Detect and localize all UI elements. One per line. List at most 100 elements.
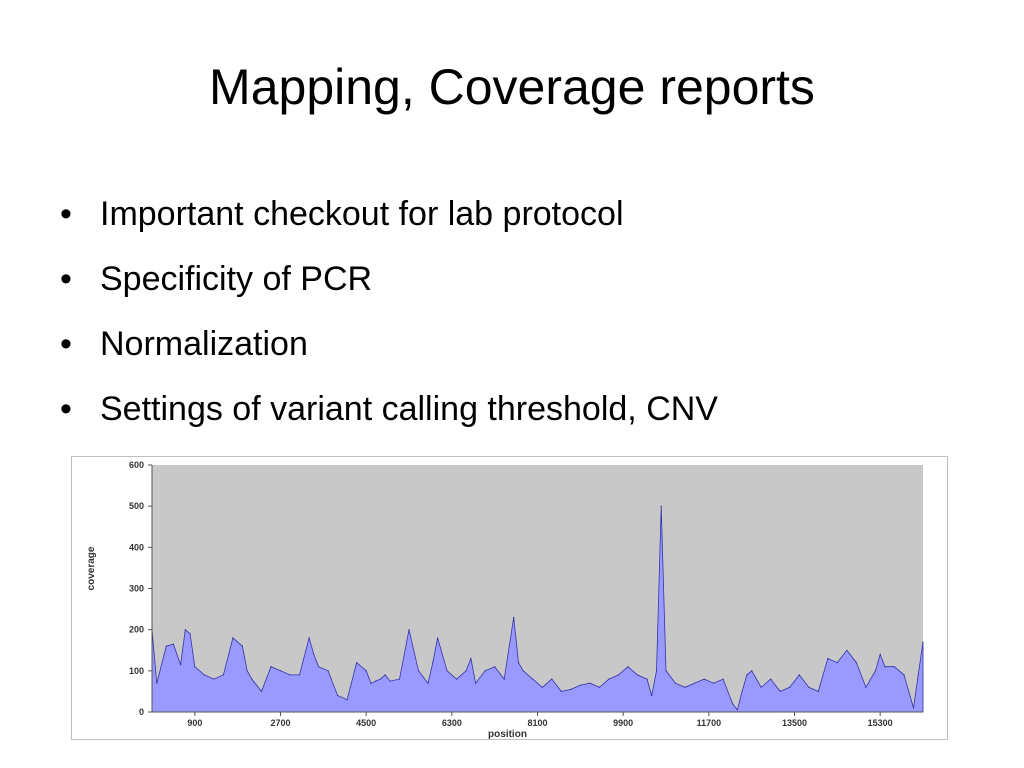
coverage-point: [365, 670, 367, 672]
coverage-point: [627, 666, 629, 668]
coverage-point: [337, 694, 339, 697]
coverage-point: [260, 690, 263, 692]
coverage-point: [665, 670, 667, 672]
x-tick-label: 11700: [697, 718, 722, 728]
y-tick-label: 0: [139, 707, 144, 717]
coverage-point: [836, 662, 838, 664]
coverage-point: [789, 686, 791, 688]
bullet-item: • Important checkout for lab protocol: [60, 190, 718, 255]
coverage-point: [470, 657, 472, 660]
coverage-point: [246, 670, 248, 672]
coverage-point: [503, 678, 505, 680]
bullet-text: Normalization: [100, 325, 308, 363]
coverage-point: [370, 682, 372, 684]
coverage-point: [646, 678, 648, 680]
coverage-point: [903, 674, 905, 676]
coverage-point: [560, 690, 562, 692]
coverage-point: [379, 678, 381, 680]
x-tick-label: 4500: [356, 718, 376, 728]
bullet-dot-icon: •: [60, 195, 72, 233]
coverage-point: [808, 686, 810, 688]
coverage-chart-svg: 0 100 200 300 400 500 600 900 2700 4500 6300 8100 99…: [86, 460, 924, 739]
coverage-point: [384, 674, 386, 676]
coverage-point: [865, 686, 867, 688]
coverage-point: [213, 678, 215, 680]
coverage-point: [713, 682, 715, 684]
coverage-point: [313, 653, 315, 655]
x-tick-label: 900: [187, 718, 202, 728]
coverage-point: [874, 670, 877, 672]
bullet-dot-icon: •: [60, 260, 72, 298]
coverage-point: [522, 670, 524, 672]
coverage-point: [465, 670, 467, 672]
coverage-point: [398, 678, 401, 680]
coverage-point: [570, 688, 572, 690]
coverage-point: [222, 674, 224, 676]
coverage-point: [356, 662, 358, 664]
coverage-point: [751, 670, 753, 672]
coverage-point: [551, 678, 553, 680]
coverage-point: [893, 666, 896, 668]
coverage-point: [922, 641, 924, 643]
coverage-point: [651, 694, 653, 697]
coverage-point: [475, 682, 477, 684]
y-tick-label: 100: [129, 666, 144, 676]
coverage-point: [318, 666, 320, 668]
bullet-text: Important checkout for lab protocol: [100, 195, 624, 233]
coverage-point: [427, 682, 429, 684]
coverage-point: [513, 616, 515, 618]
coverage-point: [156, 682, 158, 684]
coverage-point: [437, 637, 439, 639]
coverage-point: [779, 690, 781, 692]
coverage-point: [884, 666, 886, 668]
bullet-item: • Normalization: [60, 320, 718, 385]
y-tick-label: 400: [129, 542, 144, 552]
coverage-point: [636, 674, 639, 676]
y-tick-label: 500: [129, 501, 144, 511]
coverage-point: [232, 637, 234, 639]
coverage-point: [270, 666, 272, 668]
coverage-point: [732, 703, 734, 705]
coverage-point: [346, 699, 348, 701]
x-tick-label: 9900: [613, 718, 633, 728]
coverage-point: [589, 682, 591, 684]
coverage-point: [703, 678, 705, 680]
coverage-point: [541, 686, 543, 688]
x-tick-label: 15300: [868, 718, 893, 728]
x-tick-label: 6300: [442, 718, 462, 728]
coverage-point: [241, 645, 243, 647]
coverage-point: [532, 678, 534, 680]
coverage-point: [203, 674, 205, 676]
x-tick-label: 8100: [527, 718, 547, 728]
coverage-point: [746, 674, 748, 676]
coverage-point: [375, 680, 377, 682]
bullet-dot-icon: •: [60, 325, 72, 363]
coverage-point: [308, 637, 310, 639]
bullet-text: Settings of variant calling threshold, C…: [100, 390, 718, 428]
coverage-point: [194, 666, 196, 668]
coverage-point: [684, 686, 686, 688]
coverage-point: [827, 657, 829, 660]
coverage-point: [432, 662, 434, 664]
coverage-point: [722, 678, 724, 680]
coverage-point: [165, 645, 167, 647]
coverage-point: [798, 674, 800, 676]
coverage-point: [446, 670, 448, 672]
coverage-point: [494, 666, 496, 668]
coverage-point: [660, 505, 662, 507]
coverage-point: [846, 649, 848, 651]
coverage-point: [694, 682, 696, 684]
x-tick-label: 13500: [782, 718, 807, 728]
bullet-list: • Important checkout for lab protocol • …: [60, 190, 718, 450]
coverage-point: [389, 680, 391, 682]
coverage-point: [417, 670, 420, 672]
y-tick-label: 600: [129, 460, 144, 470]
coverage-point: [172, 643, 174, 645]
coverage-chart: 0 100 200 300 400 500 600 900 2700 4500 6300 8100 99…: [71, 456, 948, 740]
coverage-point: [917, 674, 919, 676]
coverage-point: [741, 690, 743, 692]
coverage-point: [279, 670, 282, 672]
coverage-point: [484, 670, 486, 672]
coverage-point: [879, 653, 881, 655]
coverage-point: [579, 684, 581, 686]
